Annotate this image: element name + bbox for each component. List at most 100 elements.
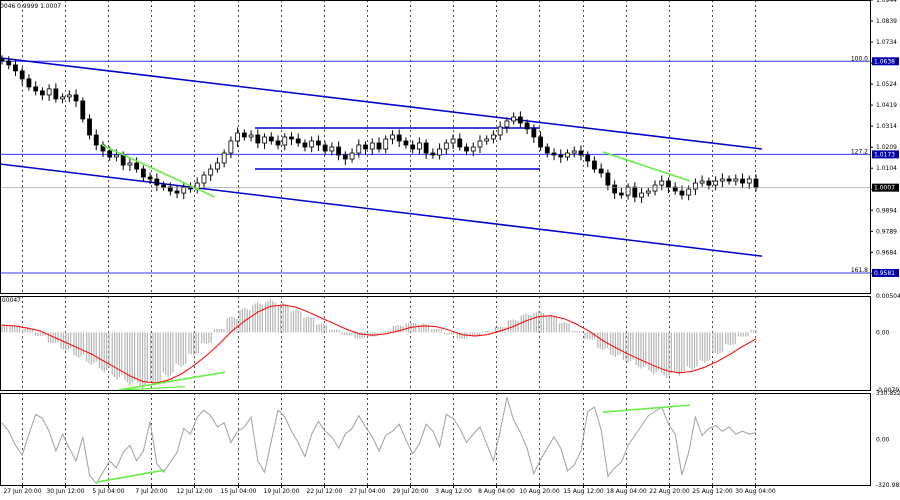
candle-body xyxy=(477,140,483,148)
candle-body xyxy=(457,138,463,148)
x-tick-label: 18 Aug 04:00 xyxy=(606,488,647,495)
candle-body xyxy=(221,152,227,164)
candle-body xyxy=(154,178,160,186)
candle-body xyxy=(26,78,32,88)
candle-body xyxy=(329,146,335,152)
candle-body xyxy=(396,134,402,142)
candle-body xyxy=(699,180,705,184)
cci-y-tick-label: -320.985 xyxy=(876,482,900,489)
cci-y-tick-label: 0.00 xyxy=(876,437,890,444)
macd-y-tick-label: 0.00 xyxy=(876,329,890,336)
candle-body xyxy=(592,160,597,170)
candle-body xyxy=(423,142,429,154)
candle-body xyxy=(497,126,503,136)
candle-body xyxy=(181,186,187,194)
candle-body xyxy=(6,60,12,66)
divergence-line xyxy=(101,144,216,198)
candle-body xyxy=(248,134,254,138)
candle-body xyxy=(551,152,557,156)
candle-body xyxy=(491,134,496,140)
candle-body xyxy=(618,192,624,196)
x-axis: 27 Jun 20:00 30 Jun 12:00 5 Jul 04:00 7 Jul… xyxy=(3,485,776,495)
candle-body xyxy=(235,132,241,142)
candle-body xyxy=(639,192,644,198)
x-tick-label: 12 Jul 12:00 xyxy=(177,488,213,495)
candle-body xyxy=(208,168,214,176)
candle-body xyxy=(228,140,234,154)
candle-body xyxy=(262,136,267,144)
candle-body xyxy=(336,146,342,156)
candle-body xyxy=(430,152,436,156)
x-tick-label: 29 Jul 20:00 xyxy=(393,488,429,495)
candle-body xyxy=(356,144,362,154)
fib-price-box xyxy=(872,268,899,277)
candle-body xyxy=(679,190,685,196)
candle-body xyxy=(443,142,449,150)
candle-body xyxy=(672,186,678,192)
candle-body xyxy=(80,100,86,120)
candle-body xyxy=(625,186,631,196)
candle-body xyxy=(53,88,59,100)
candle-body xyxy=(578,150,584,156)
candle-body xyxy=(268,136,274,142)
candle-body xyxy=(134,162,140,170)
candle-body xyxy=(544,146,550,154)
y-tick-label: 1.0314 xyxy=(876,123,897,130)
fib-price-box xyxy=(872,150,899,159)
candle-body xyxy=(66,94,72,98)
y-tick-label: 0.9684 xyxy=(876,249,897,256)
candle-body xyxy=(369,142,375,150)
candle-body xyxy=(693,182,698,190)
macd-panel-frame xyxy=(0,296,871,391)
cci-divergence-line xyxy=(602,404,691,413)
candle-body xyxy=(726,178,732,182)
candle-body xyxy=(289,136,294,140)
macd-signal-line xyxy=(1,304,757,384)
fib-price-box-text: 1.0638 xyxy=(874,58,895,65)
candle-body xyxy=(524,122,530,130)
candle-body xyxy=(645,190,651,194)
candle-body xyxy=(652,184,658,192)
candle-body xyxy=(33,86,39,92)
candle-body xyxy=(167,186,173,192)
fib-price-box-text: 1.0173 xyxy=(874,151,895,158)
candle-body xyxy=(316,140,321,146)
candle-body xyxy=(349,152,355,160)
candle-body xyxy=(302,142,308,148)
fib-price-box xyxy=(872,57,899,66)
macd-panel: 0.00504 0.00 -0.00797 xyxy=(1,293,900,394)
candle-body xyxy=(746,178,752,184)
candle-body xyxy=(612,184,618,194)
x-tick-label: 8 Aug 04:00 xyxy=(478,488,515,495)
candle-body xyxy=(322,144,328,152)
candle-body xyxy=(390,134,395,140)
current-price-text: 1.0007 xyxy=(874,185,895,192)
candle-body xyxy=(437,148,442,156)
candle-body xyxy=(753,178,759,189)
x-tick-label: 3 Aug 12:00 xyxy=(435,488,472,495)
x-tick-label: 30 Jun 12:00 xyxy=(46,488,84,495)
channel-trendline xyxy=(0,163,763,257)
candle-body xyxy=(376,142,382,150)
candle-body xyxy=(740,178,745,184)
candle-body xyxy=(295,138,301,144)
candle-body xyxy=(174,190,180,194)
candle-body xyxy=(713,180,719,186)
candle-body xyxy=(0,58,5,62)
candle-body xyxy=(410,144,416,150)
candle-body xyxy=(275,140,281,146)
candle-body xyxy=(13,64,18,72)
cci-y-tick-label: 330.8524 xyxy=(876,390,900,397)
candle-body xyxy=(114,154,119,158)
price-panel: 1.09441.08391.07341.06291.05241.04191.03… xyxy=(0,0,899,293)
x-tick-label: 19 Jul 20:00 xyxy=(264,488,300,495)
candle-body xyxy=(201,174,207,184)
candle-body xyxy=(188,186,193,190)
x-tick-label: 5 Jul 04:00 xyxy=(92,488,124,495)
candle-body xyxy=(215,162,220,170)
candle-body xyxy=(73,94,79,102)
candle-body xyxy=(241,132,247,138)
candle-body xyxy=(605,172,611,186)
